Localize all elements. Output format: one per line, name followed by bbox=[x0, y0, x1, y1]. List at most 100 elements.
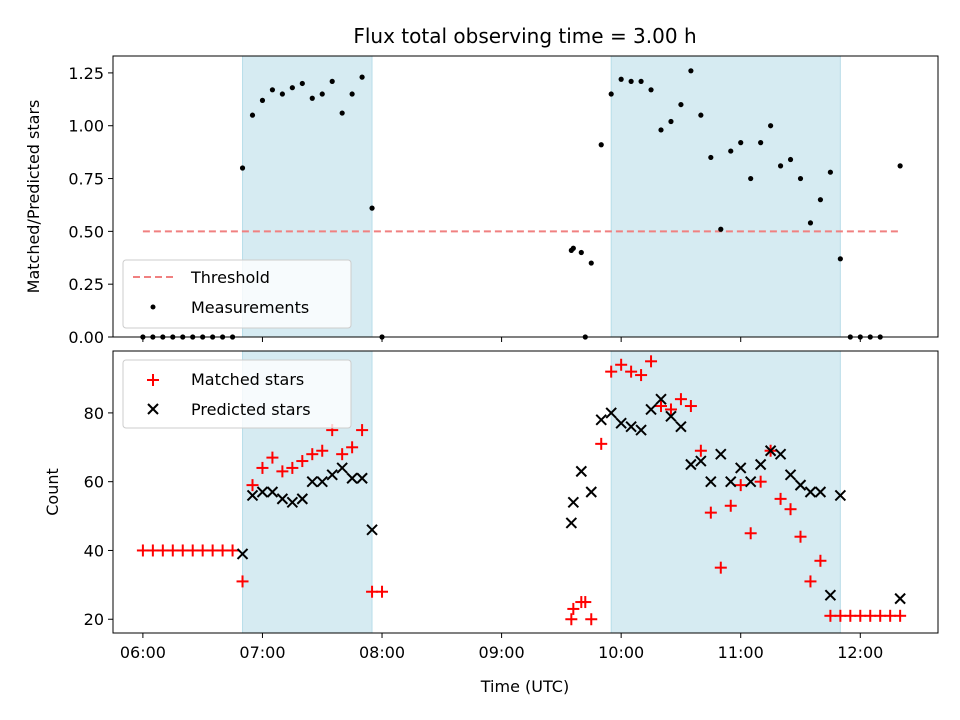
predicted-legend-label: Predicted stars bbox=[191, 400, 311, 419]
matched-stars-point bbox=[744, 527, 757, 540]
predicted-stars-point bbox=[804, 486, 817, 498]
predicted-stars-point bbox=[567, 496, 580, 509]
top-legend: Threshold Measurements bbox=[122, 259, 352, 329]
y-tick-label: 0.50 bbox=[68, 222, 104, 241]
matched-stars-point bbox=[356, 424, 369, 437]
bottom-axes-frame bbox=[112, 350, 939, 634]
predicted-stars-point bbox=[346, 472, 358, 484]
predicted-stars-point bbox=[326, 469, 338, 481]
matched-stars-point bbox=[256, 461, 269, 474]
matched-stars-point bbox=[565, 613, 578, 626]
predicted-stars-point bbox=[754, 458, 767, 471]
measurements-point bbox=[728, 148, 734, 154]
measurements-point bbox=[678, 101, 684, 108]
y-tick-label: 1.25 bbox=[68, 64, 104, 83]
matched-stars-point bbox=[246, 479, 259, 492]
matched-stars-point bbox=[684, 400, 697, 413]
measurements-point bbox=[239, 165, 246, 171]
measurements-point bbox=[309, 95, 315, 101]
measurements-point bbox=[329, 78, 335, 84]
matched-stars-point bbox=[704, 506, 717, 519]
x-tick-label: 09:00 bbox=[479, 643, 525, 662]
predicted-stars-point bbox=[705, 475, 717, 488]
measurements-point bbox=[638, 78, 644, 84]
predicted-stars-point bbox=[894, 592, 906, 605]
matched-stars-point bbox=[376, 585, 389, 598]
measurements-point bbox=[319, 91, 325, 97]
predicted-stars-point bbox=[635, 424, 647, 436]
matched-stars-point bbox=[316, 444, 329, 457]
predicted-stars-point bbox=[685, 458, 697, 471]
predicted-stars-point bbox=[794, 479, 807, 491]
measurements-point bbox=[837, 256, 843, 262]
top-x-ticks bbox=[142, 337, 861, 342]
y-tick-label: 40 bbox=[84, 541, 104, 560]
measurements-point bbox=[817, 197, 824, 203]
measurements-point bbox=[758, 140, 764, 146]
predicted-stars-point bbox=[764, 445, 777, 457]
matched-stars-point bbox=[784, 503, 797, 516]
matched-stars-point bbox=[615, 358, 628, 371]
matched-stars-point bbox=[266, 451, 279, 464]
bottom-x-ticks: 06:00 07:00 08:00 09:00 10:00 11:00 12:00 bbox=[120, 633, 883, 662]
count-points bbox=[136, 355, 907, 626]
matched-stars-point bbox=[734, 479, 747, 492]
top-y-ticks: 0.00 0.25 0.50 0.75 1.00 1.25 bbox=[68, 64, 113, 347]
measurements-point bbox=[249, 112, 256, 118]
measurements-legend-swatch bbox=[150, 304, 156, 310]
measurements-point bbox=[897, 163, 903, 169]
predicted-stars-point bbox=[774, 448, 787, 460]
matched-stars-point bbox=[625, 365, 638, 378]
measurements-point bbox=[598, 142, 604, 148]
predicted-stars-point bbox=[744, 475, 757, 488]
y-tick-label: 0.25 bbox=[68, 275, 104, 294]
predicted-stars-point bbox=[814, 486, 827, 498]
predicted-stars-point bbox=[725, 475, 737, 488]
shaded-intervals bbox=[242, 55, 841, 338]
top-y-axis-label: Matched/Predicted stars bbox=[24, 100, 43, 294]
measurements-point bbox=[349, 91, 355, 97]
shaded-interval-2 bbox=[610, 55, 841, 338]
predicted-legend-swatch bbox=[147, 403, 159, 415]
measurements-point bbox=[827, 169, 833, 175]
y-tick-label: 0.75 bbox=[68, 170, 104, 189]
measurements-point bbox=[708, 154, 714, 161]
measurements-point bbox=[768, 123, 774, 129]
bottom-legend: Matched stars Predicted stars bbox=[122, 359, 352, 429]
chart-title: Flux total observing time = 3.00 h bbox=[353, 24, 696, 48]
measurements-point bbox=[608, 91, 614, 97]
predicted-stars-point bbox=[585, 486, 597, 498]
x-tick-label: 10:00 bbox=[598, 643, 644, 662]
predicted-stars-point bbox=[356, 472, 368, 484]
matched-stars-point bbox=[579, 596, 592, 609]
matched-legend-swatch bbox=[147, 374, 159, 386]
matched-stars-point bbox=[774, 492, 787, 505]
matched-stars-point bbox=[635, 369, 648, 382]
matched-stars-point bbox=[794, 530, 807, 543]
y-tick-label: 20 bbox=[84, 610, 104, 629]
measurements-point bbox=[279, 91, 285, 97]
threshold-legend-label: Threshold bbox=[190, 268, 270, 287]
predicted-stars-point bbox=[824, 589, 837, 601]
matched-stars-point bbox=[336, 448, 349, 461]
predicted-stars-point bbox=[276, 493, 289, 505]
bottom-y-ticks: 20 40 60 80 bbox=[84, 404, 113, 629]
matched-stars-point bbox=[894, 609, 907, 622]
predicted-stars-point bbox=[316, 475, 328, 488]
predicted-stars-point bbox=[256, 486, 269, 498]
measurements-point bbox=[688, 68, 694, 74]
matched-stars-point bbox=[724, 499, 737, 512]
predicted-stars-point bbox=[336, 462, 348, 474]
measurements-point bbox=[718, 226, 724, 232]
predicted-stars-point bbox=[266, 486, 279, 498]
shaded-interval-2 bbox=[610, 350, 841, 634]
predicted-stars-point bbox=[246, 489, 259, 502]
matched-stars-point bbox=[296, 455, 309, 468]
predicted-stars-point bbox=[625, 420, 637, 433]
predicted-stars-point bbox=[605, 407, 617, 419]
top-panel: Flux total observing time = 3.00 h 0.000… bbox=[24, 24, 939, 347]
measurements-point bbox=[618, 76, 624, 82]
predicted-stars-point bbox=[695, 455, 707, 467]
matched-stars-point bbox=[655, 400, 668, 413]
